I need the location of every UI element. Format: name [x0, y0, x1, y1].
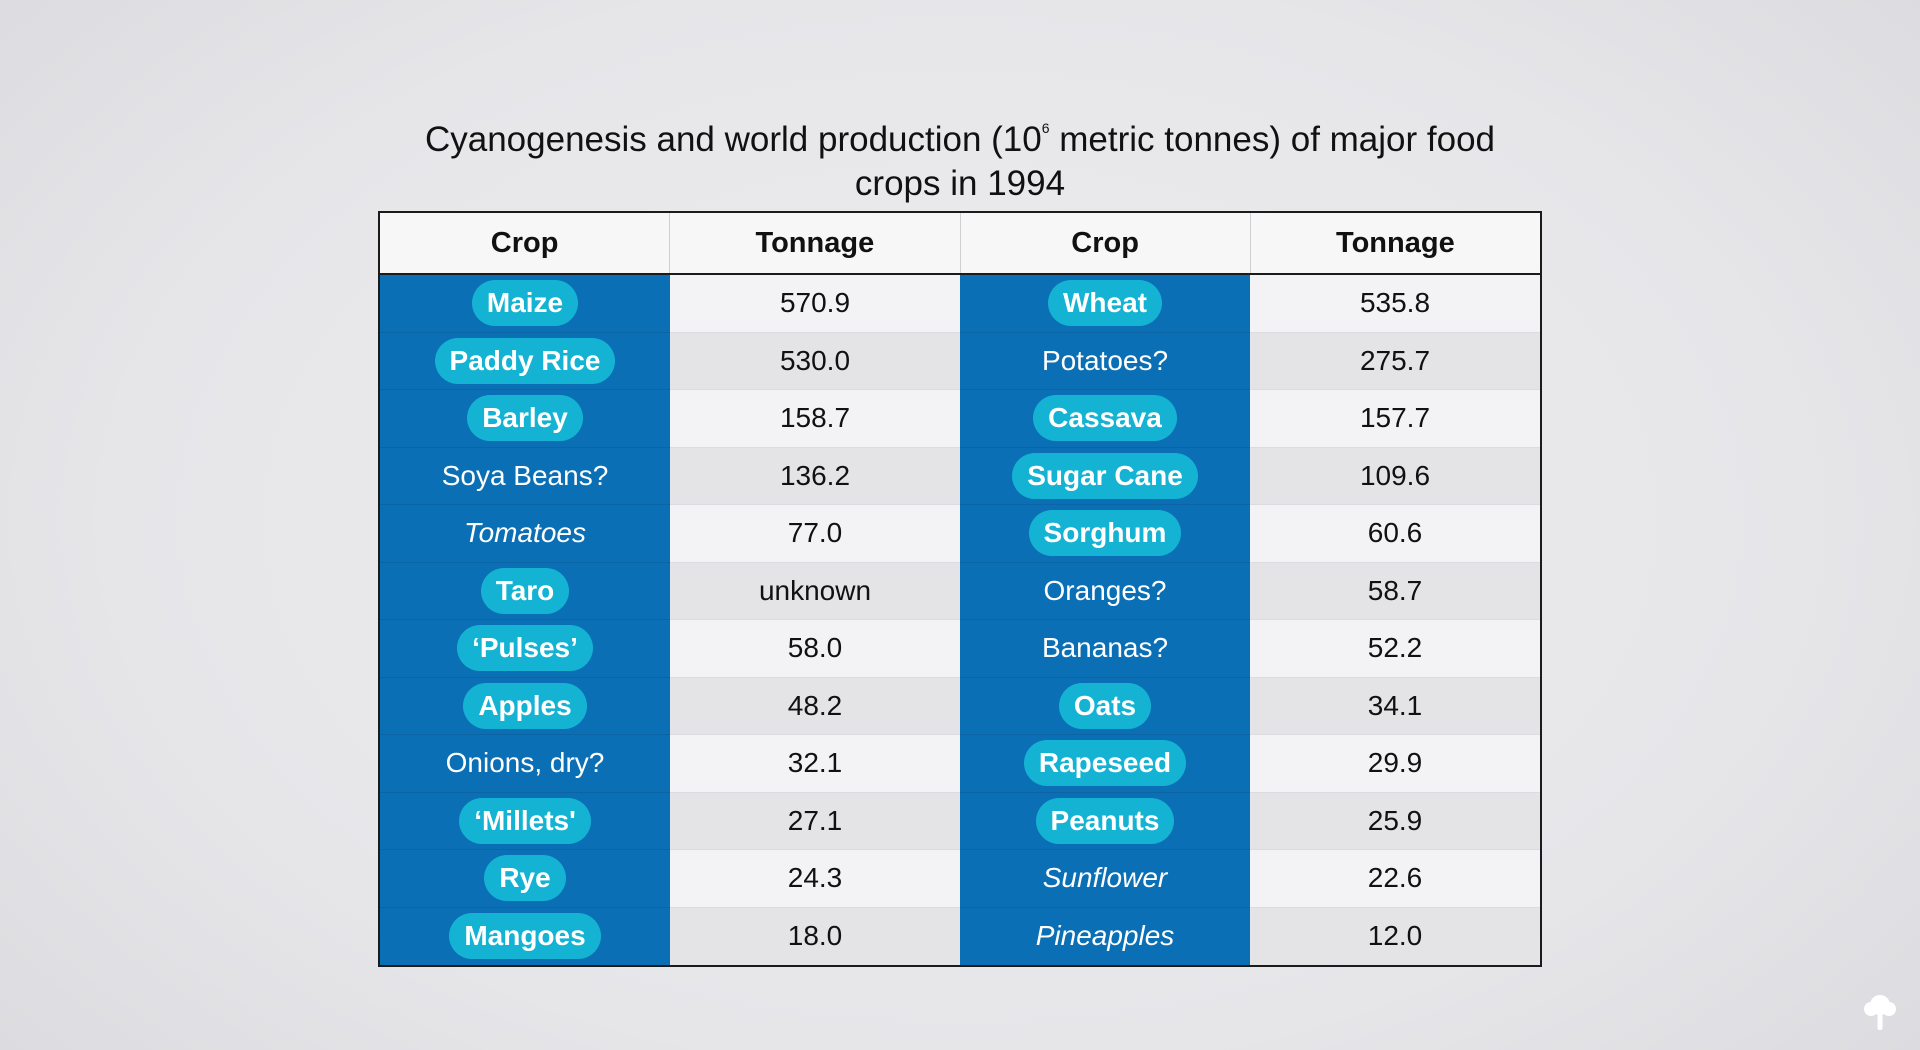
table-row: Rye 24.3 Sunflower 22.6: [380, 850, 1540, 908]
crop-name: Potatoes?: [1041, 344, 1169, 376]
tonnage-cell-left: 530.0: [670, 332, 960, 390]
table-row: Mangoes 18.0 Pineapples 12.0: [380, 907, 1540, 965]
tonnage-cell-right: 60.6: [1250, 505, 1540, 563]
tonnage-cell-right: 275.7: [1250, 332, 1540, 390]
tonnage-cell-right: 58.7: [1250, 562, 1540, 620]
crop-name: Tomatoes: [464, 517, 586, 549]
crop-cell-right: Wheat: [960, 275, 1250, 333]
tonnage-cell-left: 32.1: [670, 735, 960, 793]
tonnage-cell-left: 58.0: [670, 620, 960, 678]
tonnage-cell-right: 12.0: [1250, 907, 1540, 965]
tonnage-cell-left: unknown: [670, 562, 960, 620]
crop-cell-left: Apples: [380, 677, 670, 735]
crop-cell-right: Cassava: [960, 390, 1250, 448]
tonnage-cell-left: 77.0: [670, 505, 960, 563]
crop-name-highlighted: Sorghum: [1028, 510, 1182, 557]
crop-name: Onions, dry?: [445, 747, 605, 779]
crop-name: Soya Beans?: [441, 459, 609, 491]
title-exponent: 6: [1041, 120, 1050, 136]
crop-name-highlighted: Rye: [484, 855, 566, 902]
tonnage-cell-left: 27.1: [670, 792, 960, 850]
crop-cell-left: Tomatoes: [380, 505, 670, 563]
tonnage-cell-left: 18.0: [670, 907, 960, 965]
table-row: Taro unknown Oranges? 58.7: [380, 562, 1540, 620]
tonnage-cell-left: 136.2: [670, 447, 960, 505]
crop-name-highlighted: ‘Pulses’: [457, 625, 593, 672]
tonnage-cell-right: 52.2: [1250, 620, 1540, 678]
crop-name: Bananas?: [1041, 632, 1169, 664]
tonnage-cell-left: 48.2: [670, 677, 960, 735]
crop-cell-right: Rapeseed: [960, 735, 1250, 793]
crop-name: Pineapples: [1035, 920, 1175, 952]
crop-cell-right: Sugar Cane: [960, 447, 1250, 505]
title-text-end: metric tonnes) of major food crops in 19…: [854, 120, 1496, 203]
table-header-row: Crop Tonnage Crop Tonnage: [380, 213, 1540, 275]
tonnage-cell-left: 570.9: [670, 275, 960, 333]
crop-cell-left: Mangoes: [380, 907, 670, 965]
table-row: Tomatoes 77.0 Sorghum 60.6: [380, 505, 1540, 563]
header-crop-right: Crop: [961, 213, 1251, 273]
crop-cell-right: Sunflower: [960, 850, 1250, 908]
crop-name-highlighted: Paddy Rice: [434, 337, 616, 384]
table-row: Barley 158.7 Cassava 157.7: [380, 390, 1540, 448]
tonnage-cell-right: 535.8: [1250, 275, 1540, 333]
table-row: ‘Pulses’ 58.0 Bananas? 52.2: [380, 620, 1540, 678]
crop-name: Oranges?: [1043, 574, 1167, 606]
crop-name-highlighted: Apples: [463, 682, 587, 729]
tonnage-cell-left: 24.3: [670, 850, 960, 908]
crop-cell-right: Potatoes?: [960, 332, 1250, 390]
crop-name-highlighted: Taro: [480, 567, 570, 614]
tonnage-cell-right: 29.9: [1250, 735, 1540, 793]
crop-cell-left: Rye: [380, 850, 670, 908]
tree-icon: [1864, 995, 1896, 1030]
header-crop-left: Crop: [380, 213, 671, 273]
crop-cell-right: Oranges?: [960, 562, 1250, 620]
tonnage-cell-right: 25.9: [1250, 792, 1540, 850]
header-tonnage-left: Tonnage: [670, 213, 961, 273]
crop-name-highlighted: Wheat: [1048, 280, 1162, 327]
crop-cell-right: Oats: [960, 677, 1250, 735]
crop-name-highlighted: Mangoes: [449, 913, 601, 960]
tonnage-cell-right: 157.7: [1250, 390, 1540, 448]
crop-cell-left: Paddy Rice: [380, 332, 670, 390]
crop-cell-left: Maize: [380, 275, 670, 333]
crop-cell-right: Sorghum: [960, 505, 1250, 563]
tonnage-cell-right: 34.1: [1250, 677, 1540, 735]
crop-cell-left: Onions, dry?: [380, 735, 670, 793]
crop-name-highlighted: Rapeseed: [1023, 740, 1187, 787]
table-body: Maize 570.9 Wheat 535.8 Paddy Rice 530.0 Potat…: [380, 275, 1540, 965]
tonnage-cell-left: 158.7: [670, 390, 960, 448]
tonnage-cell-right: 22.6: [1250, 850, 1540, 908]
crop-cell-right: Peanuts: [960, 792, 1250, 850]
crop-cell-left: Taro: [380, 562, 670, 620]
title-text-start: Cyanogenesis and world production (10: [424, 120, 1042, 159]
crop-name-highlighted: Maize: [471, 280, 579, 327]
crop-cell-left: ‘Millets': [380, 792, 670, 850]
crop-production-table: Crop Tonnage Crop Tonnage Maize 570.9 Whea…: [378, 211, 1542, 967]
tonnage-cell-right: 109.6: [1250, 447, 1540, 505]
table-row: Maize 570.9 Wheat 535.8: [380, 275, 1540, 333]
table-row: ‘Millets' 27.1 Peanuts 25.9: [380, 792, 1540, 850]
table-row: Paddy Rice 530.0 Potatoes? 275.7: [380, 332, 1540, 390]
table-row: Soya Beans? 136.2 Sugar Cane 109.6: [380, 447, 1540, 505]
header-tonnage-right: Tonnage: [1336, 226, 1455, 259]
crop-cell-left: Soya Beans?: [380, 447, 670, 505]
crop-name: Sunflower: [1042, 862, 1168, 894]
crop-name-highlighted: Barley: [467, 395, 583, 442]
crop-cell-left: Barley: [380, 390, 670, 448]
crop-name-highlighted: Cassava: [1033, 395, 1177, 442]
table-row: Onions, dry? 32.1 Rapeseed 29.9: [380, 735, 1540, 793]
crop-cell-left: ‘Pulses’: [380, 620, 670, 678]
crop-cell-right: Pineapples: [960, 907, 1250, 965]
crop-name-highlighted: Peanuts: [1035, 797, 1175, 844]
crop-name-highlighted: Sugar Cane: [1012, 452, 1198, 499]
table-row: Apples 48.2 Oats 34.1: [380, 677, 1540, 735]
crop-cell-right: Bananas?: [960, 620, 1250, 678]
crop-name-highlighted: Oats: [1058, 682, 1152, 729]
table-title: Cyanogenesis and world production (106 m…: [378, 118, 1542, 206]
crop-name-highlighted: ‘Millets': [459, 797, 591, 844]
